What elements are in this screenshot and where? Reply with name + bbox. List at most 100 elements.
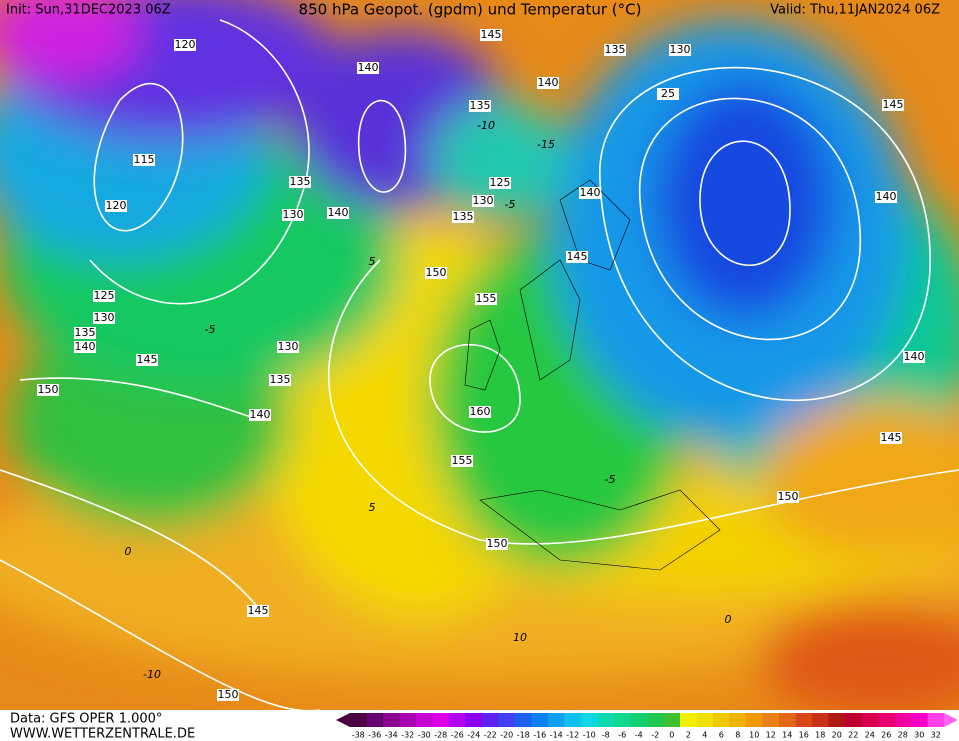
- temperature-label: -5: [505, 198, 516, 211]
- contour-label-box: [249, 409, 271, 421]
- colorbar-label: -22: [484, 731, 497, 740]
- temperature-label: 0: [125, 545, 132, 558]
- colorbar-label: -26: [451, 731, 464, 740]
- contour-label: 155: [476, 292, 497, 305]
- contour-label: 140: [876, 190, 897, 203]
- contour-label: 135: [270, 373, 291, 386]
- contour-label: 140: [358, 61, 379, 74]
- colorbar-swatch: [449, 713, 466, 727]
- colorbar-arrow-right: [944, 713, 958, 727]
- contour-label: 135: [470, 99, 491, 112]
- contour-label-box: [486, 538, 508, 550]
- colorbar-swatch: [713, 713, 730, 727]
- colorbar-swatch: [878, 713, 895, 727]
- contour-label-box: [777, 491, 799, 503]
- contour-label: 145: [881, 431, 902, 444]
- site-label: WWW.WETTERZENTRALE.DE: [10, 727, 195, 741]
- contour-label-box: [37, 384, 59, 396]
- colorbar-swatch: [894, 713, 912, 727]
- colorbar-label: -32: [401, 731, 414, 740]
- colorbar-arrow-left: [336, 713, 350, 727]
- isohypses: [0, 19, 959, 712]
- colorbar-label: -16: [533, 731, 546, 740]
- colorbar-label: -34: [385, 731, 398, 740]
- colorbar-swatch: [366, 713, 384, 727]
- colorbar-label: 14: [782, 731, 792, 740]
- colorbar-swatch: [350, 713, 367, 727]
- contour-label: 140: [538, 76, 559, 89]
- colorbar-label: 8: [735, 731, 740, 740]
- colorbar-swatch: [729, 713, 747, 727]
- colorbar-swatch: [548, 713, 565, 727]
- colorbar-swatch: [746, 713, 763, 727]
- contour-label: 125: [490, 176, 511, 189]
- contour-label: 135: [290, 175, 311, 188]
- contour-label: 155: [452, 454, 473, 467]
- contour-label-box: [282, 209, 304, 221]
- colorbar-swatch: [779, 713, 796, 727]
- contour-label-box: [480, 29, 502, 41]
- contour-label: 140: [328, 206, 349, 219]
- colorbar-label: 20: [832, 731, 842, 740]
- colorbar-swatch: [564, 713, 582, 727]
- contour-label: 150: [426, 266, 447, 279]
- contour-label-box: [566, 251, 588, 263]
- contour-label: 130: [94, 311, 115, 324]
- contour-label-box: [880, 432, 902, 444]
- contour-label-box: [472, 195, 494, 207]
- contour-label-box: [425, 267, 447, 279]
- colorbar-swatch: [663, 713, 681, 727]
- contour-label-box: [579, 187, 601, 199]
- contour-label: 115: [134, 153, 155, 166]
- colorbar-label: -30: [418, 731, 431, 740]
- temperature-label: -15: [537, 138, 555, 151]
- contour-label: 135: [453, 210, 474, 223]
- contour-label: 130: [278, 340, 299, 353]
- contour-label: 150: [218, 688, 239, 701]
- contour-label-box: [882, 99, 904, 111]
- colorbar-label: 16: [799, 731, 809, 740]
- temperature-label: -5: [205, 323, 216, 336]
- colorbar-label: -38: [352, 731, 365, 740]
- contour-label-box: [669, 44, 691, 56]
- colorbar-label: -20: [500, 731, 513, 740]
- colorbar-swatch: [812, 713, 829, 727]
- contour-label: 150: [487, 537, 508, 550]
- colorbar-swatch: [531, 713, 549, 727]
- contour-label-box: [269, 374, 291, 386]
- colorbar-swatch: [911, 713, 928, 727]
- contour-label-box: [174, 39, 196, 51]
- contour-label: 150: [778, 490, 799, 503]
- contour-label: 145: [567, 250, 588, 263]
- contour-label-box: [451, 455, 473, 467]
- colorbar-swatch: [762, 713, 780, 727]
- contour-label-box: [133, 154, 155, 166]
- colorbar-label: -4: [635, 731, 643, 740]
- contour-label: 130: [283, 208, 304, 221]
- colorbar-swatch: [861, 713, 879, 727]
- contour-label: 140: [580, 186, 601, 199]
- contour-label: 140: [75, 340, 96, 353]
- contour-label: 130: [473, 194, 494, 207]
- temperature-label: 5: [369, 501, 376, 514]
- colorbar-swatch: [614, 713, 631, 727]
- temperature-label: 5: [369, 255, 376, 268]
- init-label: Init: Sun,31DEC2023 06Z: [6, 3, 171, 18]
- contour-label-box: [537, 77, 559, 89]
- data-source: Data: GFS OPER 1.000°: [10, 712, 162, 727]
- contour-label: 145: [137, 353, 158, 366]
- colorbar-swatch: [498, 713, 516, 727]
- temperature-label: 0: [725, 613, 732, 626]
- contour-label: 140: [250, 408, 271, 421]
- colorbar-label: -10: [583, 731, 596, 740]
- contour-label-box: [469, 406, 491, 418]
- temperature-label: 10: [513, 631, 527, 644]
- contour-label: 120: [175, 38, 196, 51]
- colorbar-label: 10: [749, 731, 759, 740]
- colorbar-label: -14: [550, 731, 563, 740]
- contour-label-box: [93, 312, 115, 324]
- colorbar-label: -36: [368, 731, 381, 740]
- colorbar-label: 0: [669, 731, 674, 740]
- contour-label-box: [136, 354, 158, 366]
